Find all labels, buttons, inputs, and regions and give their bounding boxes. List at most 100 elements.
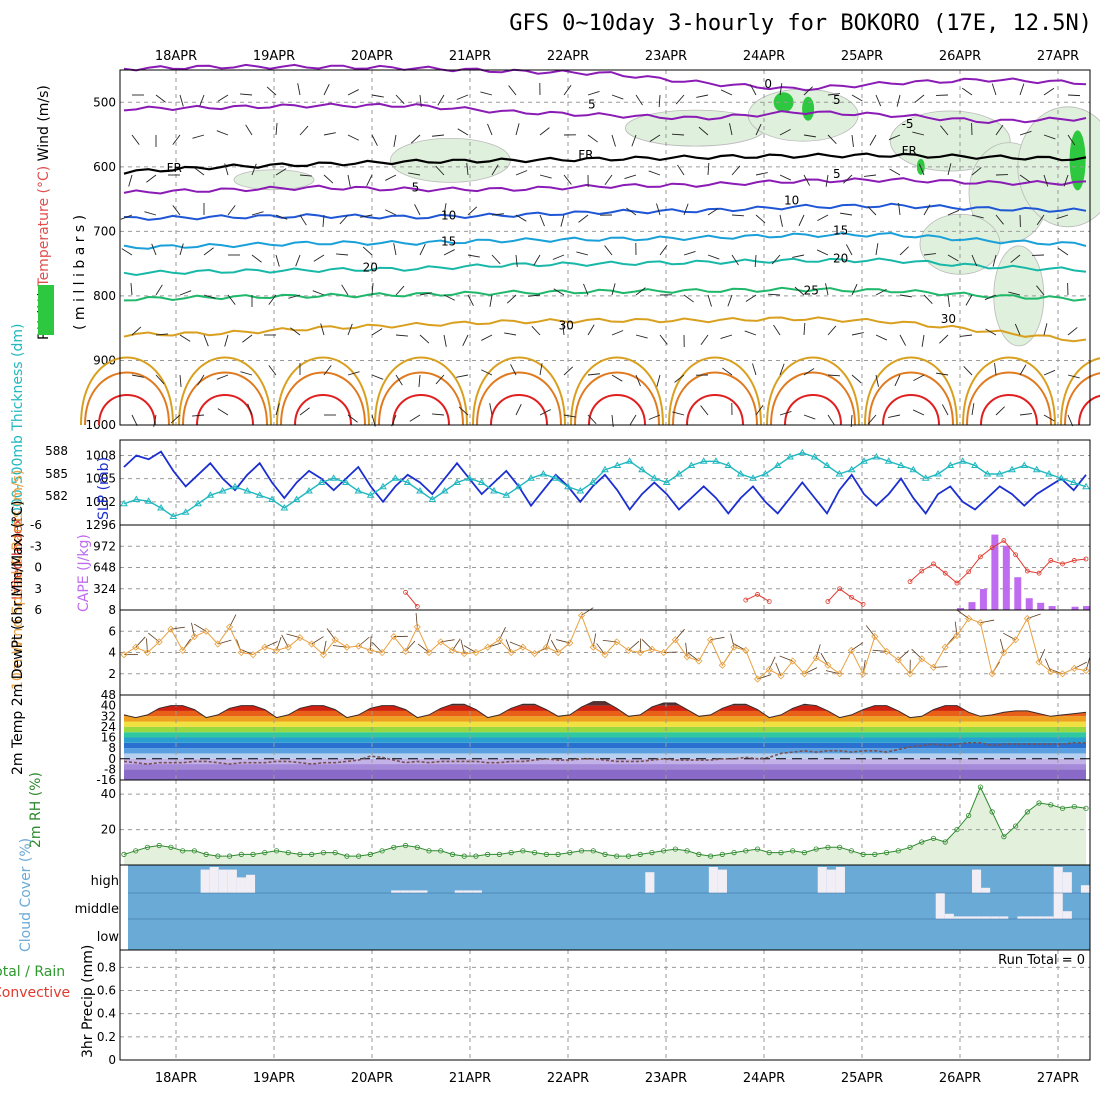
wind-barb [456,94,469,100]
cape-bar [991,534,999,610]
cloud-middle-bar [1035,916,1045,919]
cloud-ylabel: Cloud Cover (%) [18,838,34,952]
wind-speed-point [237,648,245,657]
wind-barb [481,334,493,341]
wind-barb [845,244,853,256]
wind-barb [562,323,565,336]
precip-tick-label: 0.8 [97,960,116,974]
wind-barb [698,126,709,136]
wind-barb [754,254,757,268]
rh-point [203,851,209,857]
wind-barb [731,214,745,217]
wind-speed-point [190,632,198,641]
wind-barb [851,94,863,102]
cloud-middle-bar [1062,911,1072,919]
thickness-point [958,457,967,464]
rh-point [954,826,960,833]
rh-point [895,848,901,854]
wind-barb [443,294,455,301]
isotherm-line [123,102,1087,125]
wind-barb [923,204,931,216]
wind-barb [899,334,907,346]
wind-barb [467,294,474,306]
wind-barb [626,207,637,216]
cloud-high-bar [817,867,827,893]
wind-speed-point [343,643,351,651]
wind-speed-point [906,670,914,678]
rh-legend-box [38,285,54,335]
wind-barb [515,254,518,267]
precip-tick-label: 0 [108,1053,116,1067]
wind-barb [299,125,309,136]
wind-barb [827,93,840,96]
wind-barb [247,403,253,416]
bottom-date-label: 19APR [253,1071,295,1086]
wind-barb [803,414,816,420]
wind-barb [1036,214,1045,226]
wind-speed-point [859,670,867,678]
wind-barb [827,325,837,336]
wind-barb [635,287,646,296]
wind-speed-point [624,646,633,654]
wind-barb [347,89,359,96]
wind-speed-point [988,670,996,678]
rh-point [144,844,151,850]
wind-barb [489,294,493,307]
pressure-tick-label: 500 [93,95,116,109]
thickness-point [1020,461,1029,468]
wind-barb [611,330,624,336]
wind-barb [131,374,144,378]
wind-barb [443,203,447,216]
bottom-date-label: 26APR [939,1071,981,1086]
wind-barb [792,254,805,258]
wind-barb [683,251,696,256]
cloud-middle-bar [1053,893,1063,919]
thickness-point [539,470,548,477]
wind-speed-point [378,648,386,657]
thickness-point [379,482,387,490]
wind-speed-point [296,634,304,642]
wind-barb [923,253,936,256]
wind-barb [985,328,997,336]
wind-barb [707,162,710,176]
wind-barb [745,294,757,302]
top-date-label: 24APR [743,49,785,64]
wind-barb [899,294,912,298]
lifted-index-ylabel: Lifted Index [10,518,26,600]
wind-speed-point [460,649,468,658]
slp-tick-label: 1005 [85,472,116,486]
cape-tick-label: 972 [93,539,116,553]
wind-barb [515,214,527,222]
wind-10m-panel: 2 4 6 8 10m Wind Speed & Barbs (m/s) [10,470,1091,696]
rh-point [215,853,221,859]
slp-thickness-panel: 1002 1005 1008 582 585 588 1000-500mb Thicknes… [10,324,1091,526]
thickness-point [675,470,683,477]
thickness-point [268,495,276,502]
wind-barb [217,94,229,102]
isotherm-loop [490,394,548,426]
wind-barb [362,246,373,256]
rh-point [801,850,808,856]
cloud-high-bar [245,874,256,893]
thickness-point [465,474,474,481]
wind-speed-point [753,675,762,683]
wind-barb [393,134,397,147]
thickness-point [243,487,252,494]
top-date-label: 21APR [449,49,491,64]
contour-label: 15 [833,224,848,238]
rh-point [567,850,573,856]
wind-barb [245,124,253,136]
wind-speed-point [179,646,187,654]
cloud-high-bar [472,890,482,893]
lifted-index-point [403,589,408,595]
cape-bar [1025,598,1033,610]
temp-band [124,726,1086,733]
top-date-label: 23APR [645,49,687,64]
wind-barb [203,334,209,347]
rh-point [121,851,127,857]
top-date-axis: 18APR 19APR 20APR 21APR 22APR 23APR 24APR 25APR… [155,49,1079,64]
rh-point [438,848,444,854]
wind-speed-point [976,619,984,627]
thickness-point [391,474,400,481]
